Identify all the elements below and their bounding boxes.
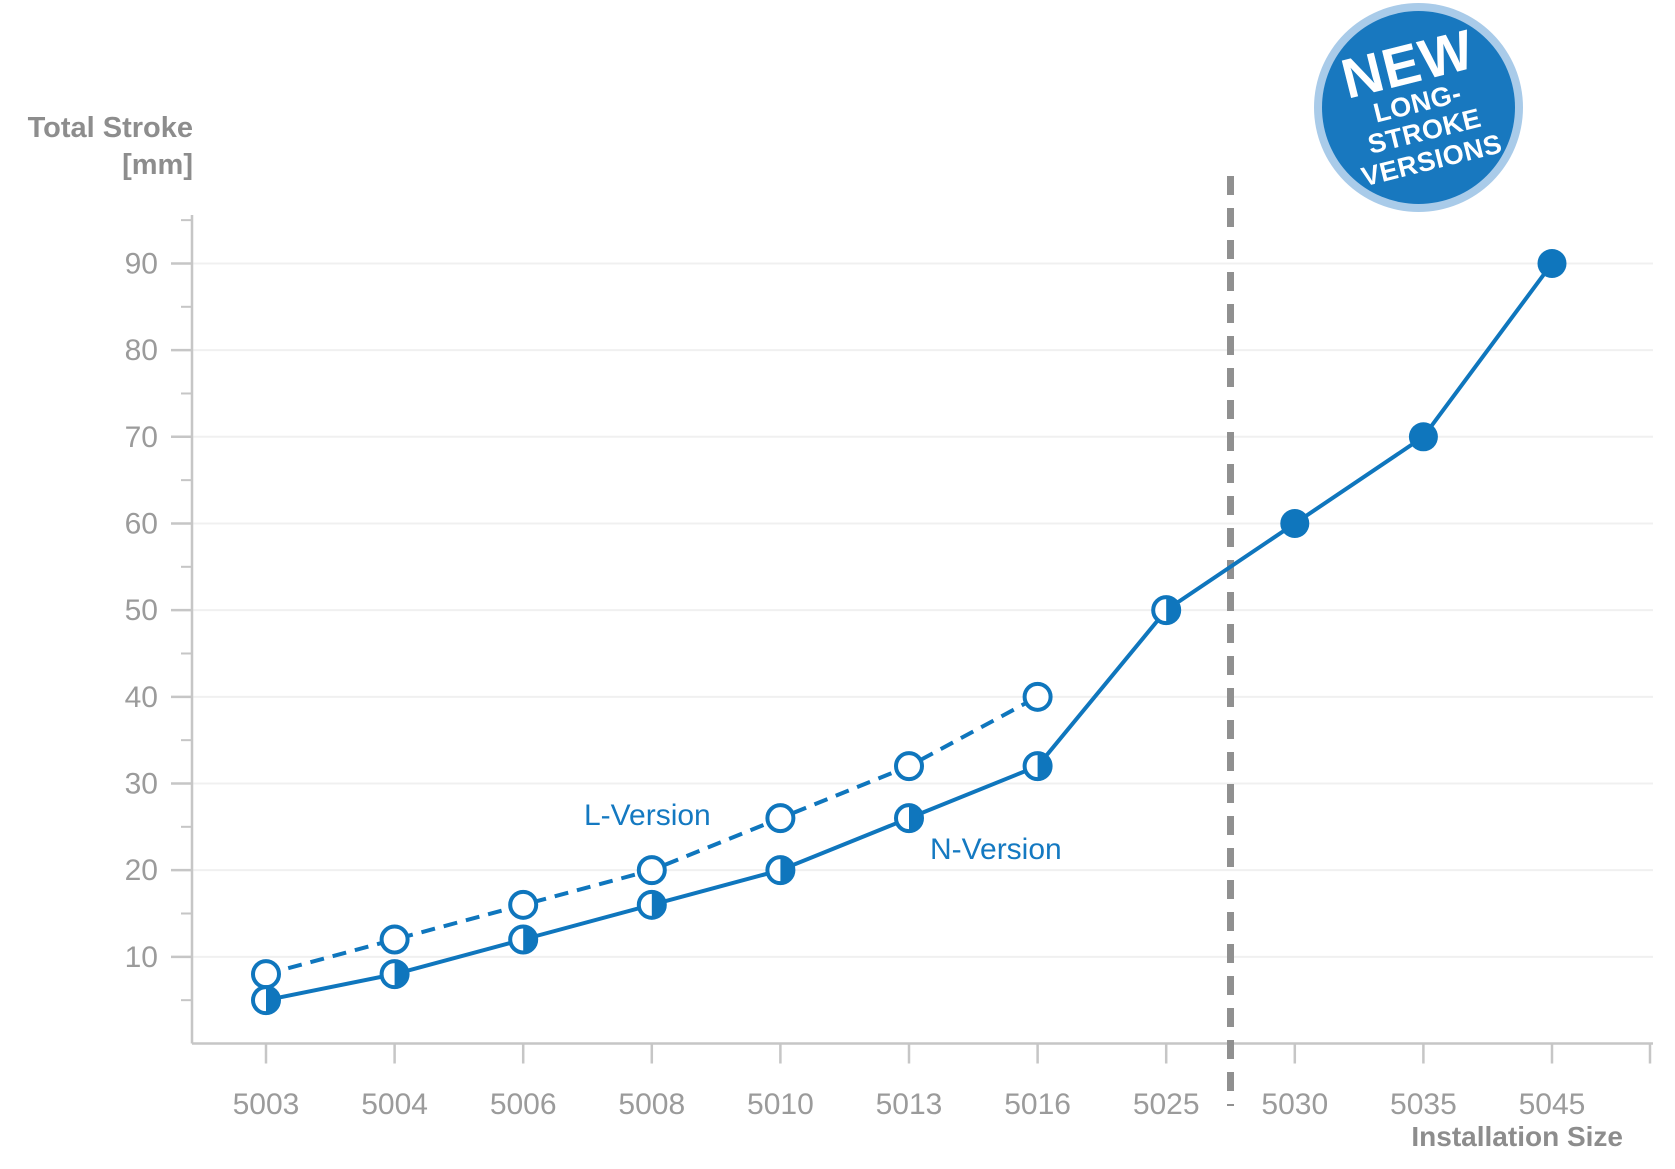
new-badge-circle: NEW LONG-STROKE VERSIONS: [1322, 11, 1515, 204]
marker-l-version-5003: [251, 959, 281, 990]
series-label-l-version: L-Version: [584, 799, 711, 832]
marker-n-version-5006: [508, 924, 539, 955]
x-axis-title: Installation Size: [1411, 1121, 1623, 1152]
y-tick-label-20: 20: [125, 854, 158, 887]
marker-n-version-5003: [251, 985, 281, 1016]
marker-n-version-5004: [379, 959, 410, 990]
marker-l-version-5004: [379, 924, 410, 955]
marker-n-version-5045: [1537, 248, 1567, 278]
marker-n-version-5008: [636, 889, 667, 920]
x-tick-label-5030: 5030: [1261, 1088, 1328, 1121]
x-tick-label-5016: 5016: [1004, 1088, 1071, 1121]
y-tick-label-70: 70: [125, 421, 158, 454]
y-tick-label-80: 80: [125, 334, 158, 367]
x-tick-label-5045: 5045: [1519, 1088, 1586, 1121]
x-tick-label-5004: 5004: [361, 1088, 428, 1121]
marker-l-version-5008: [636, 855, 667, 886]
y-tick-label-40: 40: [125, 681, 158, 714]
x-tick-label-5013: 5013: [876, 1088, 943, 1121]
x-tick-label-5008: 5008: [618, 1088, 685, 1121]
y-tick-label-10: 10: [125, 941, 158, 974]
y-axis-title-unit: [mm]: [122, 149, 193, 181]
y-tick-label-60: 60: [125, 507, 158, 540]
new-badge: NEW LONG-STROKE VERSIONS: [1314, 3, 1523, 212]
marker-n-version-5025: [1151, 595, 1182, 626]
y-tick-label-30: 30: [125, 767, 158, 800]
marker-l-version-5013: [894, 751, 924, 782]
marker-n-version-5016: [1022, 751, 1053, 782]
marker-n-version-5013: [894, 803, 924, 834]
y-axis-title: Total Stroke [mm]: [0, 110, 193, 184]
marker-n-version-5010: [765, 855, 796, 886]
new-badge-text: NEW LONG-STROKE VERSIONS: [1308, 16, 1529, 199]
marker-n-version-5035: [1408, 422, 1438, 452]
marker-l-version-5006: [508, 889, 539, 920]
x-tick-label-5010: 5010: [747, 1088, 814, 1121]
y-axis-title-line1: Total Stroke: [27, 112, 193, 144]
series-label-n-version: N-Version: [930, 833, 1062, 866]
x-tick-label-5003: 5003: [233, 1088, 300, 1121]
y-tick-label-50: 50: [125, 594, 158, 627]
marker-n-version-5030: [1280, 508, 1310, 538]
x-tick-label-5025: 5025: [1133, 1088, 1200, 1121]
marker-l-version-5016: [1022, 681, 1053, 712]
series-line-n-version: [265, 262, 1554, 1003]
y-tick-label-90: 90: [125, 247, 158, 280]
marker-l-version-5010: [765, 803, 796, 834]
x-tick-label-5035: 5035: [1390, 1088, 1457, 1121]
x-tick-label-5006: 5006: [490, 1088, 557, 1121]
